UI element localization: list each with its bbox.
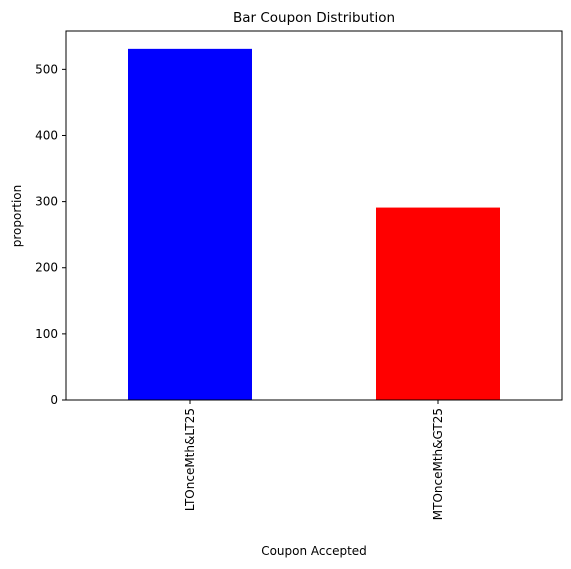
bar-1 — [376, 207, 500, 400]
y-tick-label-0: 0 — [50, 393, 58, 407]
chart-title: Bar Coupon Distribution — [233, 10, 395, 26]
y-axis-label: proportion — [10, 185, 24, 248]
bar-0 — [128, 48, 252, 401]
y-tick-label-4: 400 — [35, 128, 58, 142]
plot-area-frame — [65, 30, 563, 401]
y-tick-label-3: 300 — [35, 195, 58, 209]
x-tick-label-0: LTOnceMth&LT25 — [183, 408, 197, 511]
y-tick-label-5: 500 — [35, 62, 58, 76]
x-axis-ticks: LTOnceMth&LT25 MTOnceMth&GT25 — [183, 400, 445, 520]
y-tick-label-1: 100 — [35, 327, 58, 341]
x-axis-label: Coupon Accepted — [261, 544, 367, 558]
x-tick-label-1: MTOnceMth&GT25 — [431, 408, 445, 520]
bars-group — [128, 48, 500, 401]
y-tick-label-2: 200 — [35, 261, 58, 275]
y-axis-ticks: 0 100 200 300 400 500 — [35, 62, 66, 407]
